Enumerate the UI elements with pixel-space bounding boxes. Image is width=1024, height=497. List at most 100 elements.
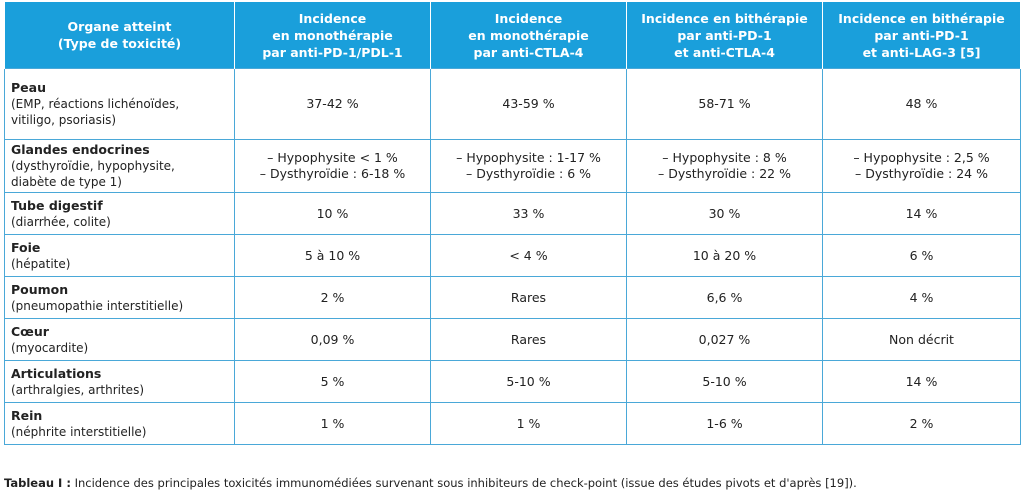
organ-cell: Foie (hépatite) [4,234,235,277]
incidence-value: 0,09 % [310,331,355,347]
incidence-cell: 5 % [234,360,431,403]
incidence-cell: – Hypophysite : 8 % – Dysthyroïdie : 22 % [626,139,823,193]
incidence-cell: 33 % [430,192,627,235]
organ-toxicity-type: (néphrite interstitielle) [11,424,147,439]
incidence-value: 1 % [320,415,345,431]
incidence-cell: 0,09 % [234,318,431,361]
caption-text: Incidence des principales toxicités immu… [74,476,857,490]
table-caption: Tableau I : Incidence des principales to… [4,476,1020,490]
table-body: Peau (EMP, réactions lichénoïdes, vitiligo… [4,68,1021,445]
incidence-value: – Hypophysite : 8 % [662,150,787,165]
incidence-cell: Rares [430,276,627,319]
incidence-value: 58-71 % [698,96,751,111]
incidence-cell: 2 % [822,402,1021,445]
incidence-cell: Non décrit [822,318,1021,361]
table-row: Rein (néphrite interstitielle) 1 % 1 % 1-6 %… [4,402,1021,445]
caption-label: Tableau I : [4,476,71,490]
incidence-value: < 4 % [509,247,548,263]
incidence-value: 43-59 % [502,96,555,111]
incidence-value: 4 % [909,289,934,305]
header-organ: Organe atteint (Type de toxicité) [4,2,235,69]
organ-cell: Peau (EMP, réactions lichénoïdes, vitiligo… [4,68,235,140]
organ-name: Cœur [11,323,49,339]
organ-toxicity-type: (hépatite) [11,256,71,271]
organ-cell: Tube digestif (diarrhée, colite) [4,192,235,235]
incidence-value: – Hypophysite : 1-17 % [456,150,601,165]
organ-name: Peau [11,80,46,95]
organ-name: Glandes endocrines [11,142,150,157]
organ-cell: Rein (néphrite interstitielle) [4,402,235,445]
organ-toxicity-type: vitiligo, psoriasis) [11,113,117,127]
incidence-value: 10 % [316,205,349,221]
table-header-row: Organe atteint (Type de toxicité) Incide… [4,2,1021,69]
incidence-cell: 1 % [430,402,627,445]
incidence-cell: 14 % [822,360,1021,403]
organ-cell: Articulations (arthralgies, arthrites) [4,360,235,403]
incidence-value: 10 à 20 % [692,247,757,263]
organ-cell: Glandes endocrines (dysthyroïdie, hypophy… [4,139,235,193]
organ-toxicity-type: (EMP, réactions lichénoïdes, [11,97,180,111]
table-row: Glandes endocrines (dysthyroïdie, hypophy… [4,139,1021,193]
organ-name: Poumon [11,281,69,297]
incidence-cell: 1-6 % [626,402,823,445]
table-row: Tube digestif (diarrhée, colite) 10 % 33 % 3… [4,192,1021,235]
incidence-cell: 43-59 % [430,68,627,140]
incidence-cell: 10 % [234,192,431,235]
organ-name: Rein [11,407,43,423]
incidence-cell: 6 % [822,234,1021,277]
organ-cell: Cœur (myocardite) [4,318,235,361]
incidence-cell: 4 % [822,276,1021,319]
header-anti-ctla4-mono: Incidence en monothérapie par anti-CTLA-… [430,2,627,69]
incidence-cell: 1 % [234,402,431,445]
incidence-value: 5 à 10 % [304,247,361,263]
table-row: Poumon (pneumopathie interstitielle) 2 % Ra… [4,276,1021,319]
toxicity-table: Organe atteint (Type de toxicité) Incide… [4,2,1021,445]
incidence-value: – Dysthyroïdie : 22 % [658,166,791,181]
incidence-value: – Hypophysite < 1 % [267,150,398,165]
organ-name: Foie [11,239,41,255]
incidence-value: – Dysthyroïdie : 24 % [855,166,988,181]
incidence-cell: 37-42 % [234,68,431,140]
organ-toxicity-type: (dysthyroïdie, hypophysite, [11,159,175,173]
incidence-value: 0,027 % [698,331,751,347]
incidence-value: 30 % [708,205,741,221]
organ-toxicity-type: (diarrhée, colite) [11,214,111,229]
organ-cell: Poumon (pneumopathie interstitielle) [4,276,235,319]
incidence-value: Rares [510,331,547,347]
table-row: Foie (hépatite) 5 à 10 % < 4 % 10 à 20 % 6 % [4,234,1021,277]
incidence-cell: 5 à 10 % [234,234,431,277]
incidence-cell: 48 % [822,68,1021,140]
incidence-value: 5 % [320,373,345,389]
table-row: Articulations (arthralgies, arthrites) 5 %… [4,360,1021,403]
incidence-value: 48 % [905,96,938,111]
incidence-cell: – Hypophysite : 1-17 % – Dysthyroïdie : 6… [430,139,627,193]
incidence-value: 1-6 % [706,415,743,431]
incidence-value: 2 % [909,415,934,431]
incidence-value: – Hypophysite : 2,5 % [853,150,990,165]
incidence-value: 37-42 % [306,96,359,111]
incidence-cell: 0,027 % [626,318,823,361]
incidence-cell: 10 à 20 % [626,234,823,277]
organ-toxicity-type: (myocardite) [11,340,89,355]
incidence-value: 6 % [909,247,934,263]
organ-toxicity-type: (arthralgies, arthrites) [11,382,145,397]
incidence-cell: 2 % [234,276,431,319]
incidence-cell: 5-10 % [430,360,627,403]
incidence-cell: < 4 % [430,234,627,277]
incidence-value: 6,6 % [706,289,743,305]
incidence-cell: 30 % [626,192,823,235]
incidence-cell: – Hypophysite : 2,5 % – Dysthyroïdie : 24… [822,139,1021,193]
incidence-value: 1 % [516,415,541,431]
incidence-value: Non décrit [889,331,954,347]
table-row: Peau (EMP, réactions lichénoïdes, vitiligo… [4,68,1021,140]
incidence-value: 14 % [905,205,938,221]
header-pd1-ctla4-combo: Incidence en bithérapie par anti-PD-1 et… [626,2,823,69]
header-pd1-lag3-combo: Incidence en bithérapie par anti-PD-1 et… [822,2,1021,69]
organ-name: Tube digestif [11,197,103,213]
incidence-cell: 58-71 % [626,68,823,140]
incidence-value: 5-10 % [506,373,551,389]
incidence-cell: 6,6 % [626,276,823,319]
incidence-value: Rares [510,289,547,305]
organ-name: Articulations [11,365,102,381]
